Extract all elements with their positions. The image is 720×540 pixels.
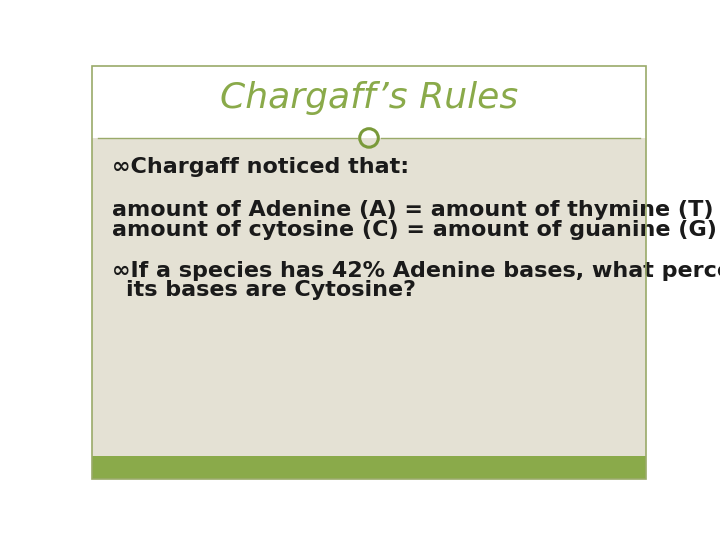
Text: ∞Chargaff noticed that:: ∞Chargaff noticed that: bbox=[112, 157, 409, 177]
Bar bbox=[91, 456, 647, 479]
Bar bbox=[91, 66, 647, 138]
Text: its bases are Cytosine?: its bases are Cytosine? bbox=[126, 280, 415, 300]
Text: Chargaff’s Rules: Chargaff’s Rules bbox=[220, 80, 518, 114]
Text: amount of cytosine (C) = amount of guanine (G): amount of cytosine (C) = amount of guani… bbox=[112, 220, 716, 240]
Bar bbox=[91, 138, 647, 456]
Text: amount of Adenine (A) = amount of thymine (T): amount of Adenine (A) = amount of thymin… bbox=[112, 200, 714, 220]
Text: ∞If a species has 42% Adenine bases, what percent of: ∞If a species has 42% Adenine bases, wha… bbox=[112, 261, 720, 281]
